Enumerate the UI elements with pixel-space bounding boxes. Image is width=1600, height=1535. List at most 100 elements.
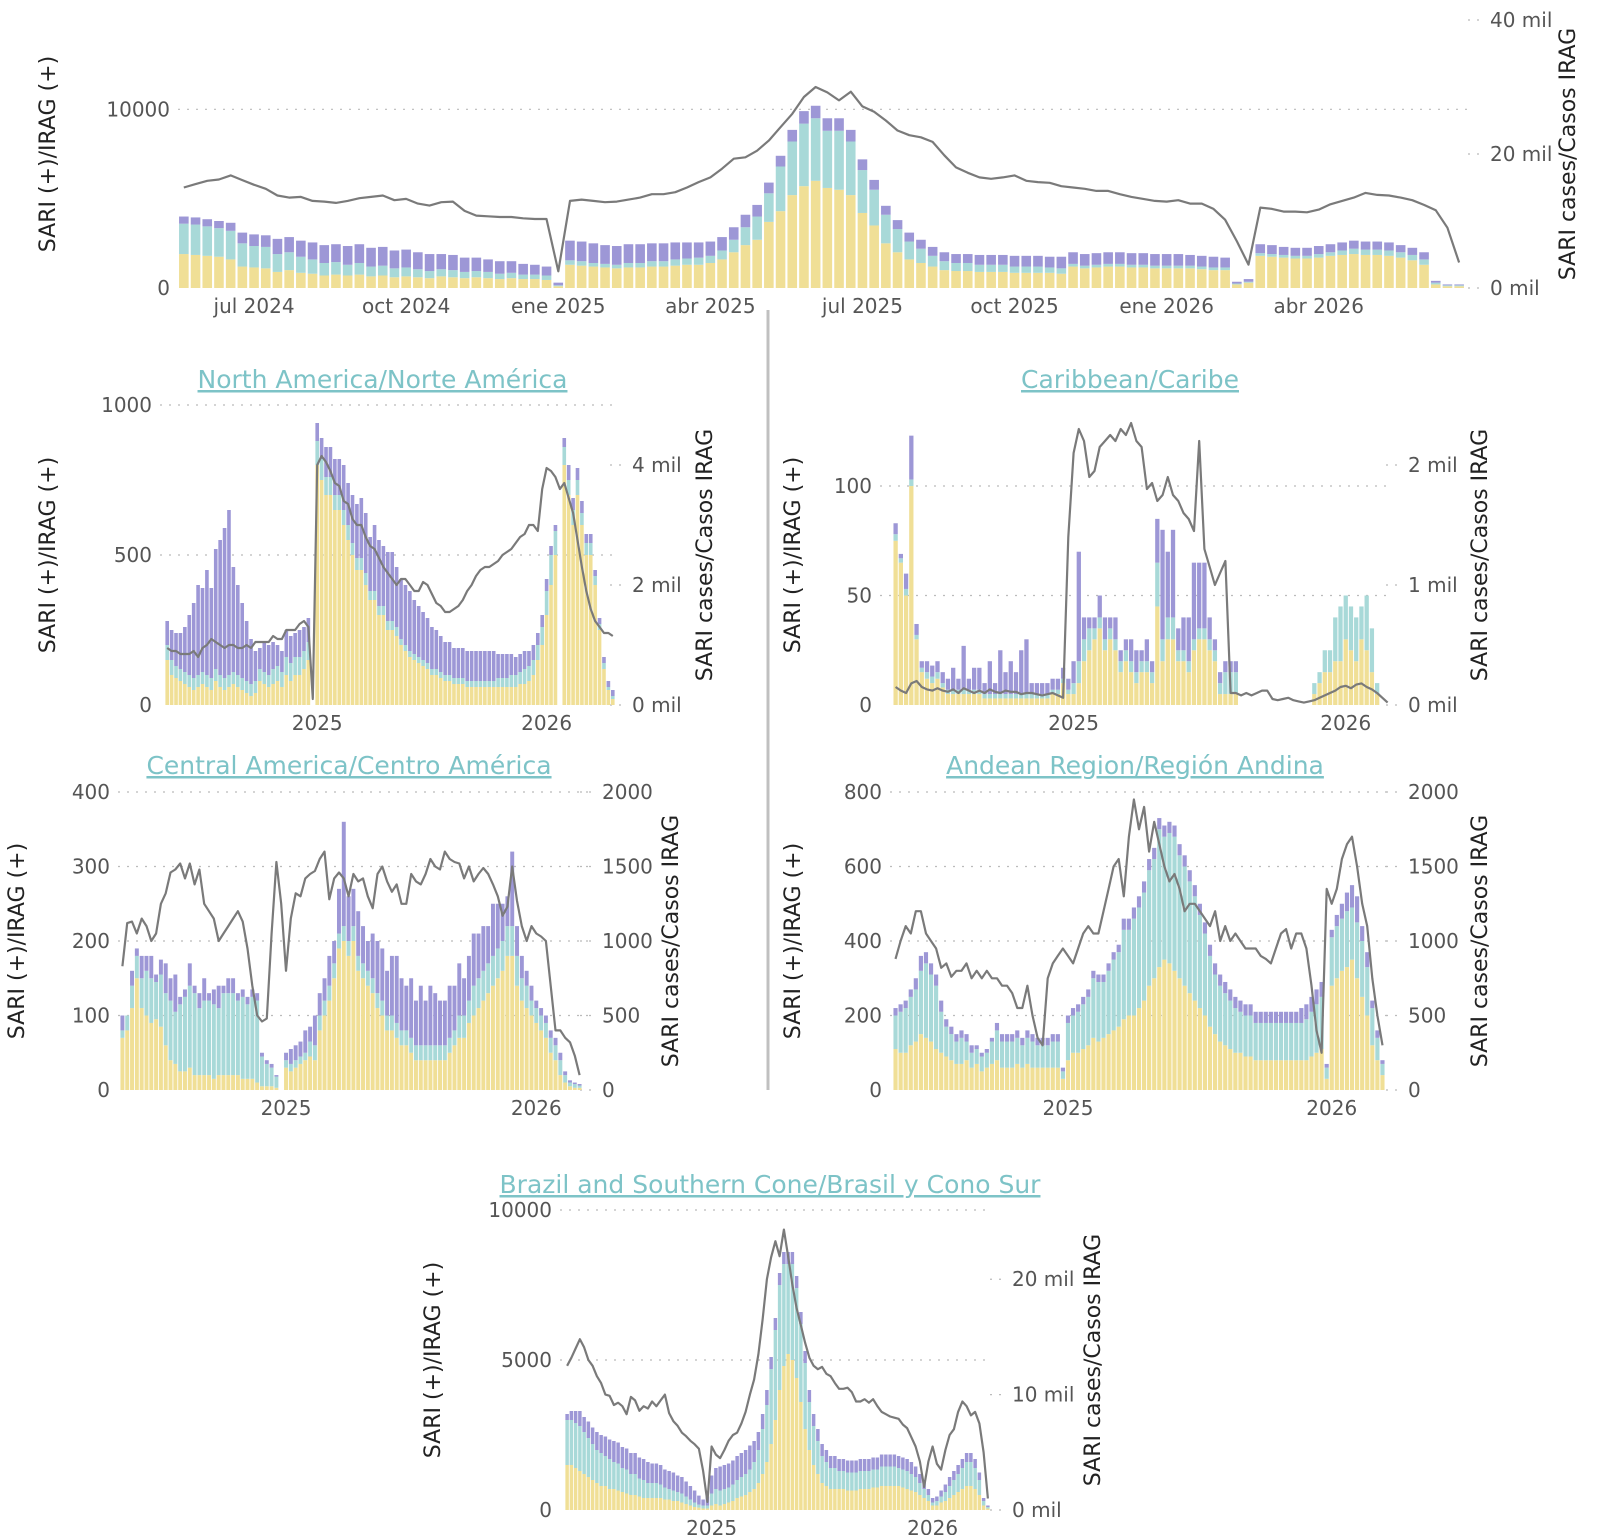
bar-segment <box>989 1041 994 1064</box>
bar-segment <box>893 1015 898 1050</box>
bar-segment <box>1213 963 1218 975</box>
bar-segment <box>979 1056 984 1072</box>
bar-segment <box>322 1015 327 1090</box>
bar-segment <box>494 273 505 280</box>
bar-segment <box>1349 254 1359 288</box>
y-tick-label: 5000 <box>501 1348 552 1372</box>
bar-segment <box>857 170 868 213</box>
bar-segment <box>296 256 306 273</box>
bar-segment <box>845 129 856 142</box>
bar-segment <box>207 1075 212 1090</box>
bar-segment <box>959 1063 964 1090</box>
bar-segment <box>130 1008 135 1090</box>
bar-segment <box>575 480 580 495</box>
bar-segment <box>269 1067 274 1087</box>
bar-segment <box>576 261 587 266</box>
bar-segment <box>483 651 487 681</box>
bar-segment <box>566 480 571 495</box>
bar-segment <box>284 270 294 288</box>
bar-segment <box>1091 267 1102 288</box>
bar-segment <box>1355 978 1360 1090</box>
bar-segment <box>999 1067 1005 1090</box>
bar-segment <box>1113 617 1118 640</box>
bar-segment <box>1314 989 1319 1005</box>
bar-segment <box>1243 1056 1248 1090</box>
sari-cases-line <box>566 1228 989 1504</box>
bar-segment <box>549 546 553 555</box>
bar-segment <box>1160 529 1165 640</box>
bar-segment <box>154 981 159 1020</box>
y-axis-label: SARI (+)/IRAG (+) <box>421 1262 446 1458</box>
bar-segment <box>908 1045 913 1090</box>
panel-title[interactable]: Brazil and Southern Cone/Brasil y Cono S… <box>500 1170 1042 1199</box>
bar-segment <box>319 459 324 480</box>
bar-segment <box>1220 267 1230 271</box>
bar-segment <box>341 821 346 927</box>
bar-segment <box>1070 1052 1076 1090</box>
bar-segment <box>438 672 443 678</box>
bar-segment <box>1238 1011 1243 1053</box>
bar-segment <box>288 636 293 663</box>
bar-segment <box>303 1060 308 1090</box>
bar-segment <box>413 1000 418 1046</box>
bar-segment <box>934 985 939 1050</box>
bar-segment <box>336 948 341 1090</box>
bar-segment <box>394 636 399 705</box>
panel-title[interactable]: North America/Norte América <box>198 365 568 394</box>
bar-segment <box>1268 1060 1273 1090</box>
bar-segment <box>603 1456 608 1486</box>
bar-segment <box>786 1354 790 1510</box>
bar-segment <box>1106 1034 1111 1090</box>
bar-segment <box>928 963 934 975</box>
bar-segment <box>1152 847 1157 860</box>
bar-segment <box>1013 694 1019 699</box>
bar-segment <box>947 1486 952 1498</box>
bar-segment <box>1081 1004 1086 1050</box>
bar-segment <box>245 1004 250 1079</box>
bar-segment <box>375 941 380 994</box>
bar-segment <box>862 1471 867 1489</box>
panel-title[interactable]: Andean Region/Región Andina <box>946 751 1324 780</box>
bar-segment <box>506 278 517 288</box>
bar-segment <box>1103 266 1113 288</box>
bar-segment <box>563 1075 568 1083</box>
bar-segment <box>1360 254 1371 288</box>
panel-title[interactable]: Caribbean/Caribe <box>1021 365 1239 394</box>
bar-segment <box>918 1034 923 1090</box>
bar-segment <box>930 1502 935 1506</box>
y2-tick-label: 2 mil <box>632 573 682 597</box>
bar-segment <box>709 1505 714 1510</box>
bar-segment <box>858 1471 863 1489</box>
bar-segment <box>1106 970 1111 1035</box>
bar-segment <box>1131 1015 1137 1090</box>
bar-segment <box>593 570 597 576</box>
bar-segment <box>567 1086 572 1090</box>
bar-segment <box>927 266 938 288</box>
bar-segment <box>187 1067 192 1090</box>
bar-segment <box>527 681 531 705</box>
bar-segment <box>183 684 187 705</box>
bar-segment <box>787 141 798 196</box>
bar-segment <box>597 618 602 624</box>
bar-segment <box>623 244 634 263</box>
bar-segment <box>424 254 435 272</box>
bar-segment <box>558 1075 563 1090</box>
bar-segment <box>1009 266 1020 273</box>
bar-segment <box>149 978 154 1023</box>
bar-segment <box>1008 661 1013 695</box>
bar-segment <box>1161 265 1172 269</box>
bar-segment <box>904 232 915 242</box>
bar-segment <box>790 1264 795 1360</box>
panel-title[interactable]: Central America/Centro América <box>146 751 551 780</box>
bar-segment <box>974 264 985 272</box>
bar-segment <box>409 978 414 1038</box>
bar-segment <box>1060 1071 1065 1079</box>
bar-segment <box>926 1489 931 1495</box>
bar-segment <box>646 1498 650 1510</box>
bar-segment <box>828 1456 833 1468</box>
bar-segment <box>202 1075 207 1090</box>
bar-segment <box>231 684 236 705</box>
bar-segment <box>903 588 909 596</box>
bar-segment <box>675 1475 680 1492</box>
